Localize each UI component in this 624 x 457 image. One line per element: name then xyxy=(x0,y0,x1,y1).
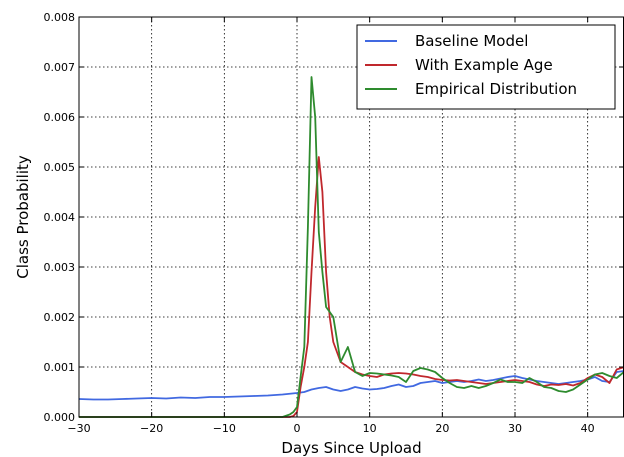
y-axis-title: Class Probability xyxy=(14,155,32,279)
x-tick-label: 20 xyxy=(435,422,449,435)
x-tick-label: 0 xyxy=(294,422,301,435)
x-tick-label: 40 xyxy=(581,422,595,435)
series-lines xyxy=(78,76,624,418)
series-line-2 xyxy=(79,156,624,418)
legend-label: Empirical Distribution xyxy=(415,80,577,98)
legend-label: Baseline Model xyxy=(415,32,528,50)
x-tick-label: −20 xyxy=(140,422,163,435)
x-tick-label: −10 xyxy=(213,422,236,435)
legend-label: With Example Age xyxy=(415,56,553,74)
y-tick-label: 0.003 xyxy=(44,261,76,274)
x-tick-label: 10 xyxy=(363,422,377,435)
x-axis-title: Days Since Upload xyxy=(281,439,421,457)
y-tick-label: 0.001 xyxy=(44,361,76,374)
y-tick-label: 0.006 xyxy=(44,111,76,124)
y-tick-label: 0.000 xyxy=(44,411,76,424)
x-tick-label: 30 xyxy=(508,422,522,435)
grid xyxy=(79,17,624,417)
legend-box xyxy=(356,24,616,110)
y-tick-label: 0.004 xyxy=(44,211,76,224)
legend: Baseline Model With Example Age Empirical … xyxy=(356,24,616,110)
axis-ticks: −30 −20 −10 0 10 20 30 40 0.000 0.001 0.002 0.003 0.… xyxy=(44,11,624,435)
y-tick-label: 0.007 xyxy=(44,61,76,74)
x-tick-label: −30 xyxy=(67,422,90,435)
series-line-3 xyxy=(79,76,624,418)
series-line-1 xyxy=(78,370,624,401)
y-tick-label: 0.005 xyxy=(44,161,76,174)
y-tick-label: 0.008 xyxy=(44,11,76,24)
y-tick-label: 0.002 xyxy=(44,311,76,324)
